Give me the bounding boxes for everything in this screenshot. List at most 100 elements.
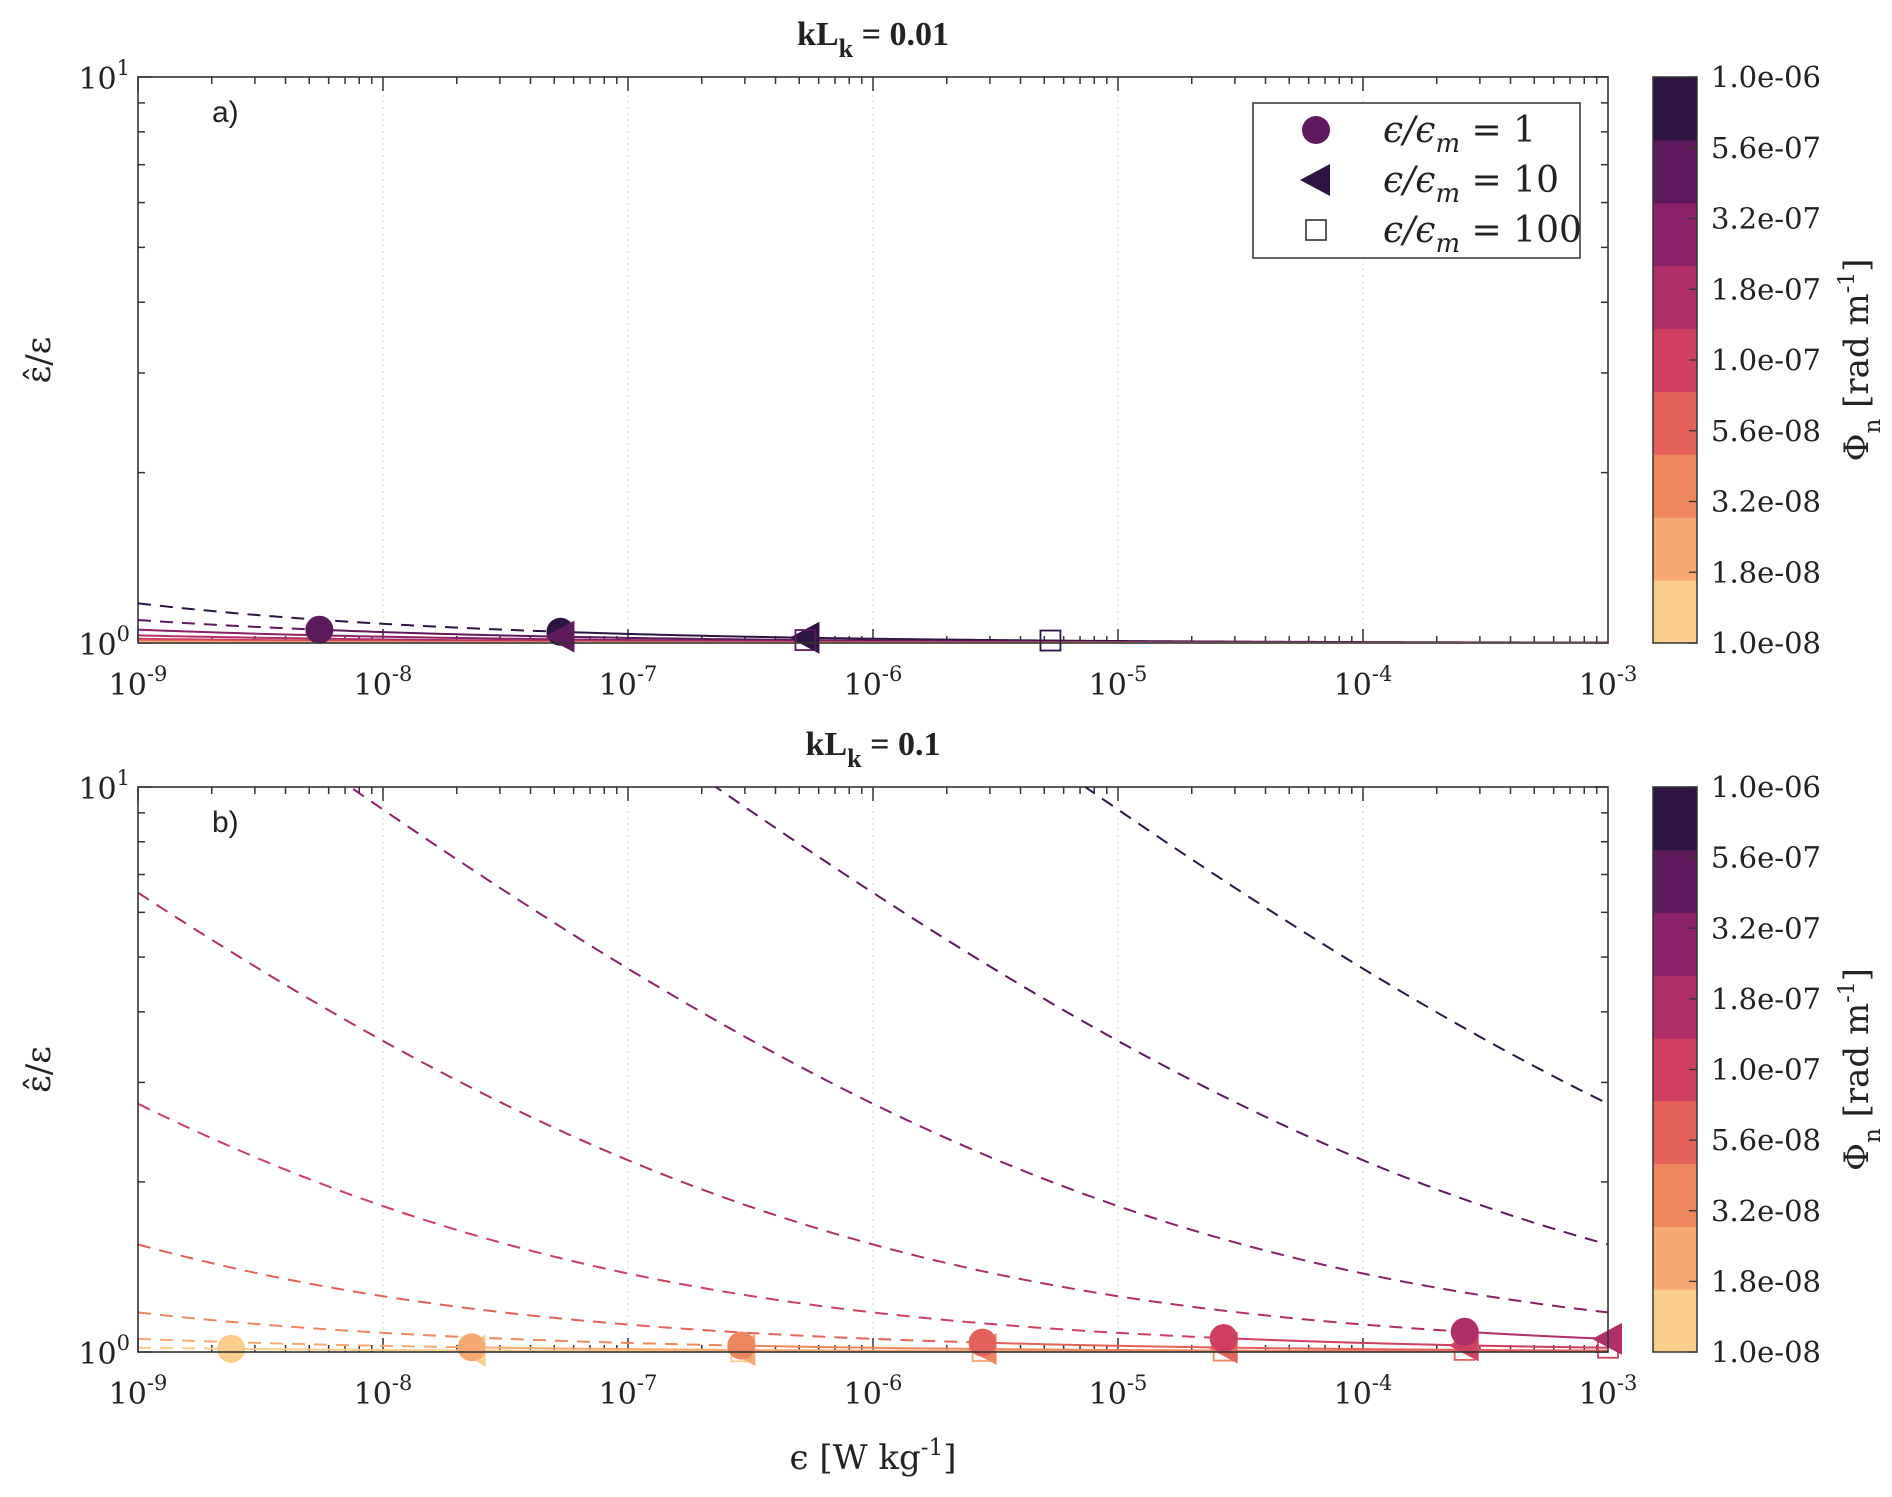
colorbar-tick-label: 1.0e-08 <box>1711 1335 1821 1369</box>
marker-circle <box>1209 1324 1238 1353</box>
legend-entry-label: ϵ/ϵm = 100 <box>1383 210 1582 259</box>
colorbar-tick-label: 5.6e-07 <box>1711 131 1821 165</box>
colorbar-segment <box>1653 975 1697 1039</box>
marker-triangle <box>544 620 575 653</box>
colorbar-tick-label: 3.2e-08 <box>1711 1194 1821 1228</box>
axes-frame <box>137 76 1609 644</box>
legend-marker-square <box>1305 219 1327 241</box>
x-tick-label: 10-7 <box>599 662 658 703</box>
x-tick-label: 10-7 <box>599 1371 658 1412</box>
x-axis-label: ϵ [W kg-1] <box>790 1435 957 1478</box>
marker-circle <box>217 1334 246 1363</box>
colorbar-tick-label: 1.0e-06 <box>1711 60 1821 94</box>
colorbar-tick-label: 5.6e-08 <box>1711 414 1821 448</box>
colorbar-segment <box>1653 139 1697 204</box>
series-line-dashed <box>138 891 1465 1333</box>
x-tick-label: 10-8 <box>354 662 413 703</box>
panel-label: a) <box>212 96 239 129</box>
x-tick-label: 10-6 <box>844 662 903 703</box>
marker-circle <box>968 1328 997 1357</box>
colorbar-segment <box>1653 202 1697 267</box>
colorbar-tick-label: 3.2e-08 <box>1711 485 1821 519</box>
panel-a: 10-9 10-8 10-7 10-6 10-5 10-4 10-3 100 101 ε̂/ε kL… <box>19 16 1886 703</box>
colorbar-tick-label: 1.0e-07 <box>1711 343 1821 377</box>
colorbar-segment <box>1653 1289 1697 1353</box>
colorbar-segment <box>1653 454 1697 518</box>
colorbar-segment <box>1653 912 1697 976</box>
panel-title: kLk = 0.1 <box>806 726 941 773</box>
marker-circle <box>305 615 334 644</box>
colorbar-tick-label: 3.2e-07 <box>1711 202 1821 236</box>
colorbar-tick-label: 1.0e-08 <box>1711 626 1821 660</box>
marker-circle <box>1450 1317 1479 1346</box>
y-axis-label: ε̂/ε <box>19 337 59 384</box>
x-tick-label: 10-3 <box>1579 662 1638 703</box>
y-tick-label: 100 <box>78 622 130 663</box>
legend-entry-label: ϵ/ϵm = 10 <box>1383 160 1559 209</box>
colorbar-segment <box>1653 391 1697 455</box>
colorbar-tick-label: 1.8e-08 <box>1711 1264 1821 1298</box>
y-axis-label: ε̂/ε <box>19 1046 59 1093</box>
colorbar-segment <box>1653 1163 1697 1227</box>
x-tick-label: 10-4 <box>1334 662 1393 703</box>
marker-circle <box>727 1331 756 1360</box>
colorbar-segment <box>1653 1226 1697 1290</box>
panel-b: 10-9 10-8 10-7 10-6 10-5 10-4 10-3 100 101 ε̂/ε ϵ … <box>19 726 1886 1478</box>
x-tick-label: 10-5 <box>1089 1371 1148 1412</box>
y-tick-label: 100 <box>78 1331 130 1372</box>
y-tick-label: 101 <box>78 56 130 97</box>
series-markers <box>305 615 1062 654</box>
colorbar-tick-label: 1.8e-07 <box>1711 272 1821 306</box>
panel-title: kLk = 0.01 <box>797 16 949 63</box>
series-line <box>982 1341 1608 1352</box>
y-tick-label: 101 <box>78 766 130 807</box>
legend: ϵ/ϵm = 1ϵ/ϵm = 10ϵ/ϵm = 100 <box>1252 102 1582 259</box>
colorbar-label: Φn [rad m-1] <box>1835 259 1886 462</box>
x-tick-label: 10-6 <box>844 1371 903 1412</box>
series-line-dashed <box>348 787 1608 1314</box>
legend-entry-label: ϵ/ϵm = 1 <box>1383 110 1536 159</box>
colorbar-segment <box>1653 849 1697 914</box>
marker-square <box>1039 629 1062 652</box>
colorbar-segment <box>1653 265 1697 330</box>
series-line-dashed <box>1083 787 1608 1105</box>
colorbar: 1.0e-08 1.8e-08 3.2e-08 5.6e-08 1.0e-07 1.8e-… <box>1652 770 1886 1369</box>
x-tick-label: 10-4 <box>1334 1371 1393 1412</box>
colorbar-tick-label: 1.0e-07 <box>1711 1053 1821 1087</box>
colorbar-segment <box>1653 77 1697 141</box>
series-line-dashed <box>138 602 561 633</box>
colorbar-segment <box>1653 580 1697 644</box>
colorbar-tick-label: 5.6e-07 <box>1711 841 1821 875</box>
marker-circle <box>457 1333 486 1362</box>
colorbar-segment <box>1653 787 1697 851</box>
legend-marker-circle <box>1302 116 1330 144</box>
x-tick-label: 10-9 <box>109 662 168 703</box>
series-line-dashed <box>714 787 1608 1246</box>
colorbar-tick-label: 1.0e-06 <box>1711 770 1821 804</box>
series-line-dashed <box>138 1243 983 1344</box>
colorbar-label: Φn [rad m-1] <box>1835 968 1886 1171</box>
colorbar: 1.0e-08 1.8e-08 3.2e-08 5.6e-08 1.0e-07 1.8e-… <box>1652 60 1886 660</box>
marker-triangle <box>1592 1322 1622 1355</box>
legend-marker-triangle <box>1300 164 1330 196</box>
panel-label: b) <box>212 806 239 839</box>
colorbar-tick-label: 5.6e-08 <box>1711 1123 1821 1157</box>
series-line-dashed <box>138 619 320 631</box>
colorbar-segment <box>1653 517 1697 581</box>
colorbar-tick-label: 1.8e-07 <box>1711 982 1821 1016</box>
x-tick-label: 10-3 <box>1579 1371 1638 1412</box>
series-line <box>1464 1330 1608 1340</box>
x-tick-label: 10-8 <box>354 1371 413 1412</box>
series-line <box>1223 1337 1608 1349</box>
series-line-dashed <box>138 1337 472 1349</box>
x-tick-label: 10-9 <box>109 1371 168 1412</box>
x-tick-label: 10-5 <box>1089 662 1148 703</box>
colorbar-tick-label: 1.8e-08 <box>1711 555 1821 589</box>
series-line-dashed <box>138 1346 232 1350</box>
axes-frame <box>137 786 1609 1353</box>
colorbar-segment <box>1653 1100 1697 1165</box>
colorbar-tick-label: 3.2e-07 <box>1711 911 1821 945</box>
marker-square <box>794 629 817 651</box>
series-line-dashed <box>138 1102 1224 1340</box>
